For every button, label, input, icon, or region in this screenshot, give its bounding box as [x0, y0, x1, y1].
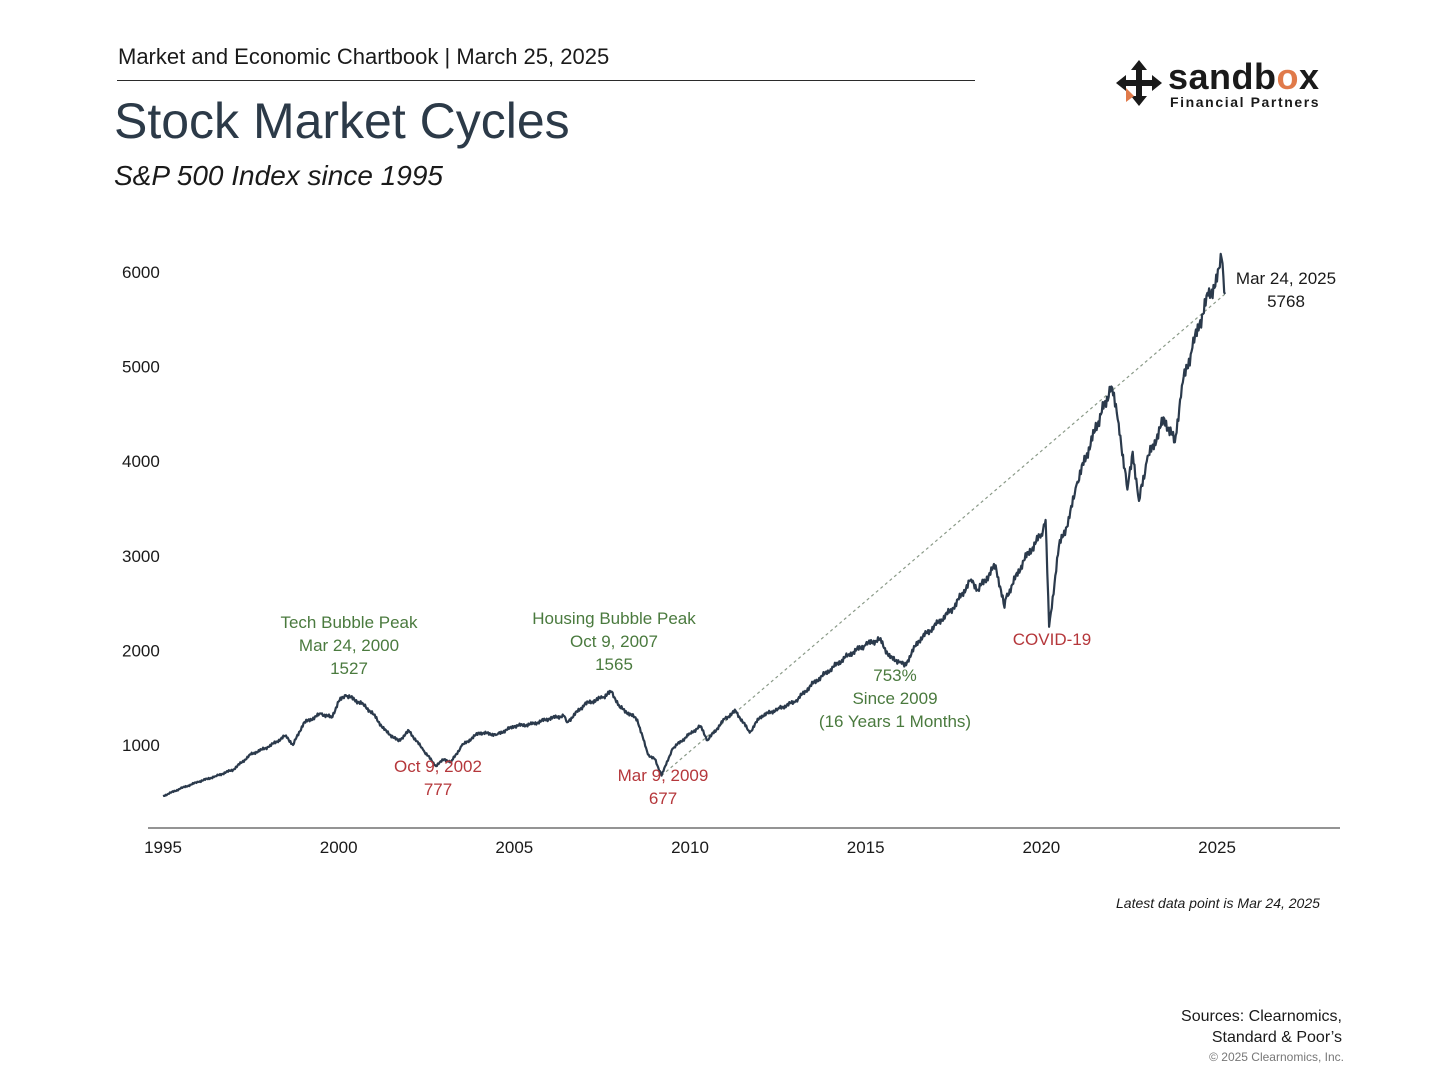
x-tick-label: 2015	[847, 838, 885, 857]
y-tick-label: 2000	[122, 641, 160, 660]
page-subtitle: S&P 500 Index since 1995	[114, 160, 443, 191]
logo-wordmark: sandbox	[1168, 56, 1320, 97]
x-tick-label: 2020	[1022, 838, 1060, 857]
annotation-text: Oct 9, 2002	[394, 757, 482, 776]
latest-data-note: Latest data point is Mar 24, 2025	[1116, 895, 1320, 911]
y-tick-label: 6000	[122, 263, 160, 282]
x-axis-ticks: 1995 2000 2005 2010 2015 2020 2025	[144, 838, 1236, 857]
chart-annotations: Tech Bubble Peak Mar 24, 2000 1527 Oct 9, 2…	[280, 269, 1336, 808]
annotation-trough: Mar 9, 2009 677	[618, 766, 709, 808]
trend-line	[661, 293, 1226, 777]
header-divider	[117, 80, 975, 81]
annotation-text: 5768	[1267, 292, 1305, 311]
x-tick-label: 2000	[320, 838, 358, 857]
arrows-logo-icon	[1116, 60, 1162, 106]
x-tick-label: 2005	[495, 838, 533, 857]
annotation-peak: Housing Bubble Peak Oct 9, 2007 1565	[532, 609, 696, 674]
annotation-peak: Tech Bubble Peak Mar 24, 2000 1527	[280, 613, 418, 678]
annotation-text: Housing Bubble Peak	[532, 609, 696, 628]
annotation-text: 1565	[595, 655, 633, 674]
sp500-series-line	[162, 252, 1227, 798]
x-tick-label: 2025	[1198, 838, 1236, 857]
y-tick-label: 4000	[122, 452, 160, 471]
annotation-text: Tech Bubble Peak	[280, 613, 418, 632]
sources-line-2: Standard & Poor’s	[1211, 1029, 1342, 1046]
annotation-text: 753%	[873, 666, 916, 685]
annotation-text: (16 Years 1 Months)	[819, 712, 971, 731]
annotation-text: 1527	[330, 659, 368, 678]
annotation-text: Mar 24, 2025	[1236, 269, 1336, 288]
annotation-latest: Mar 24, 2025 5768	[1236, 269, 1336, 311]
sources: Sources: Clearnomics, Standard & Poor’s	[1181, 1006, 1342, 1048]
annotation-trough: Oct 9, 2002 777	[394, 757, 482, 799]
y-tick-label: 5000	[122, 358, 160, 377]
x-tick-label: 1995	[144, 838, 182, 857]
page-title: Stock Market Cycles	[114, 93, 570, 149]
y-tick-label: 3000	[122, 547, 160, 566]
annotation-text: Oct 9, 2007	[570, 632, 658, 651]
logo-tagline: Financial Partners	[1170, 94, 1321, 110]
copyright: © 2025 Clearnomics, Inc.	[1209, 1050, 1344, 1064]
sandbox-logo: sandbox Financial Partners	[1114, 56, 1354, 112]
annotation-text: 777	[424, 780, 452, 799]
y-axis-ticks: 1000 2000 3000 4000 5000 6000	[122, 263, 160, 755]
sources-line-1: Sources: Clearnomics,	[1181, 1008, 1342, 1025]
annotation-text: Mar 24, 2000	[299, 636, 399, 655]
annotation-peak: 753% Since 2009 (16 Years 1 Months)	[819, 666, 971, 731]
annotation-text: COVID-19	[1013, 630, 1091, 649]
annotation-text: 677	[649, 789, 677, 808]
chartbook-header: Market and Economic Chartbook | March 25…	[118, 44, 610, 69]
y-tick-label: 1000	[122, 736, 160, 755]
annotation-trough: COVID-19	[1013, 630, 1091, 649]
annotation-text: Since 2009	[852, 689, 937, 708]
annotation-text: Mar 9, 2009	[618, 766, 709, 785]
x-tick-label: 2010	[671, 838, 709, 857]
